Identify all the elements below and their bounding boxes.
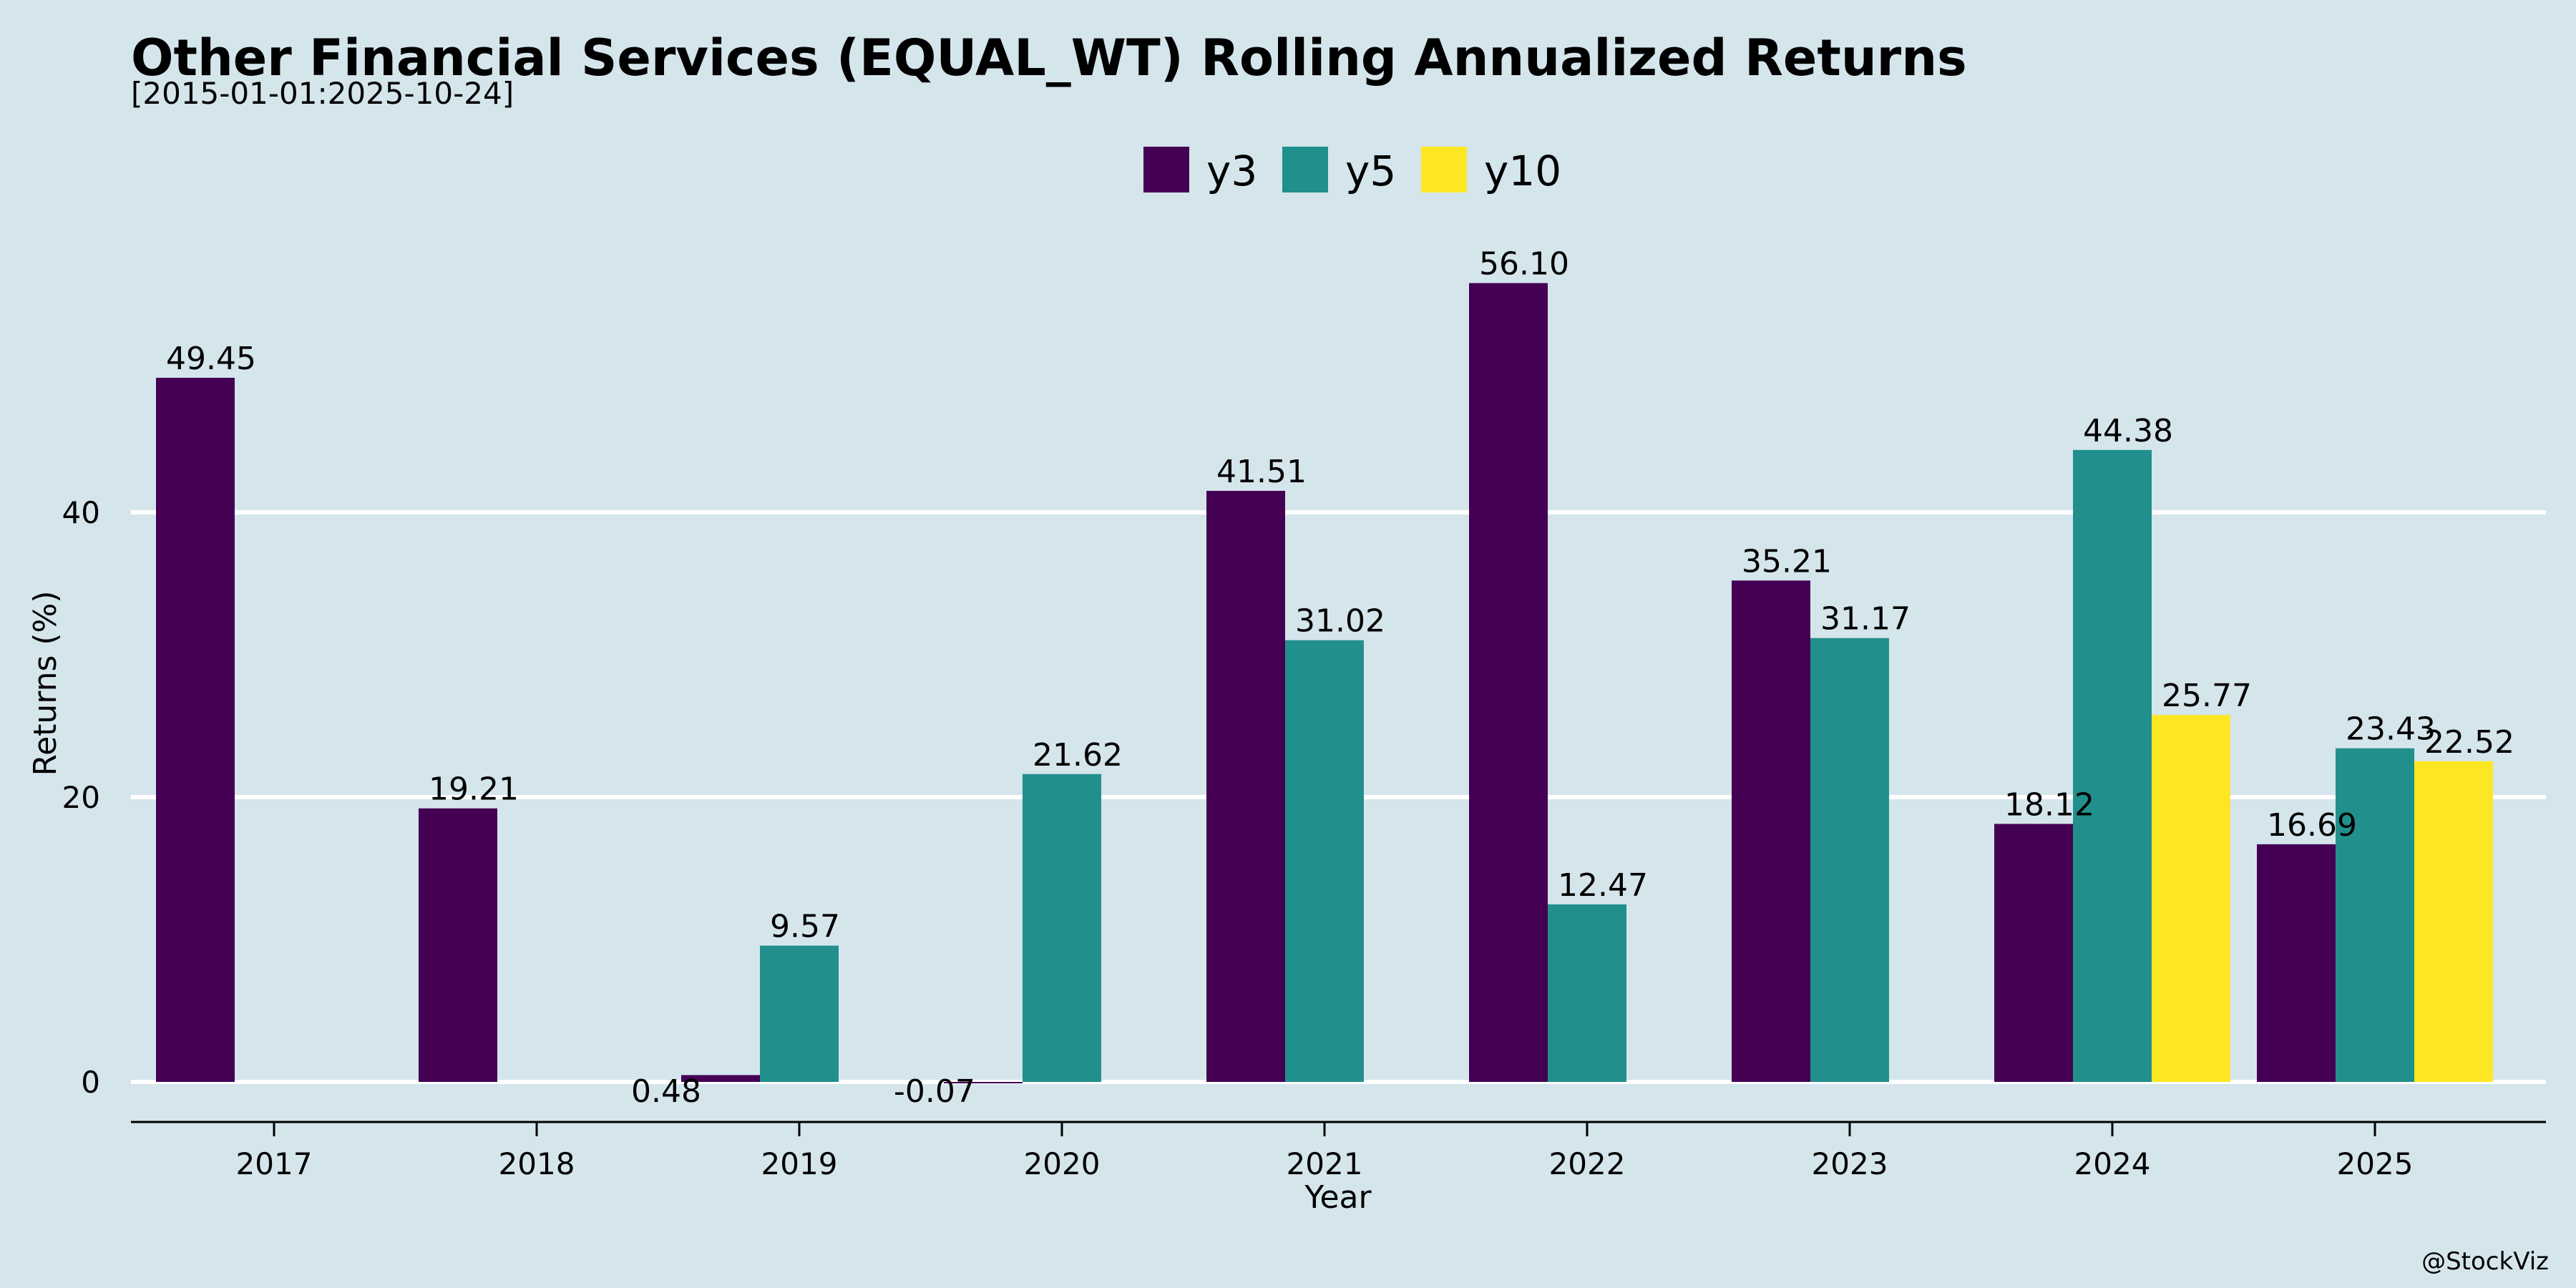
- bar-y3-2023: [1732, 580, 1810, 1082]
- bar-y5-2021: [1285, 640, 1364, 1082]
- legend-label-y5: y5: [1345, 147, 1396, 195]
- data-label-y3-2018: 19.21: [429, 771, 519, 808]
- data-label-y5-2020: 21.62: [1033, 737, 1123, 774]
- y-tick-label: 40: [62, 495, 100, 530]
- bar-y3-2021: [1206, 490, 1285, 1082]
- bar-y3-2017: [156, 377, 235, 1082]
- bar-y5-2025: [2336, 748, 2414, 1082]
- data-label-y3-2021: 41.51: [1216, 454, 1307, 490]
- bar-y3-2019: [681, 1075, 760, 1082]
- bar-y3-2025: [2257, 844, 2336, 1082]
- data-label-y10-2025: 22.52: [2424, 724, 2514, 761]
- x-axis: 2017 2018 2019 2020 2021 2022 2023 2024 2025: [131, 1121, 2546, 1181]
- y-tick-label: 0: [81, 1065, 100, 1100]
- x-tick-label: 2022: [1549, 1146, 1626, 1181]
- data-label-y3-2019: 0.48: [631, 1073, 701, 1110]
- x-tick-label: 2019: [761, 1146, 838, 1181]
- data-labels: 49.45 19.21 0.48 9.57 -0.07 21.62 41.51 31.02 56…: [166, 246, 2514, 1110]
- bar-y5-2020: [1023, 774, 1101, 1082]
- bar-y3-2024: [1994, 824, 2073, 1082]
- legend-label-y10: y10: [1484, 147, 1561, 195]
- legend-swatch-y3: [1143, 147, 1189, 192]
- x-tick-label: 2024: [2074, 1146, 2151, 1181]
- data-label-y5-2019: 9.57: [770, 909, 840, 945]
- data-label-y10-2024: 25.77: [2162, 678, 2252, 714]
- x-tick-label: 2025: [2337, 1146, 2414, 1181]
- x-axis-title: Year: [1304, 1179, 1372, 1216]
- chart-title: Other Financial Services (EQUAL_WT) Roll…: [131, 29, 1967, 87]
- data-label-y5-2023: 31.17: [1820, 601, 1911, 638]
- data-label-y3-2017: 49.45: [166, 341, 256, 377]
- data-label-y3-2020: -0.07: [894, 1073, 975, 1110]
- bar-y5-2023: [1810, 638, 1889, 1082]
- bar-y5-2024: [2073, 449, 2152, 1082]
- legend-label-y3: y3: [1206, 147, 1257, 195]
- x-tick-label: 2021: [1287, 1146, 1363, 1181]
- data-label-y5-2025: 23.43: [2346, 711, 2436, 748]
- data-label-y3-2023: 35.21: [1742, 543, 1832, 580]
- bars: [156, 283, 2493, 1083]
- bar-y5-2019: [760, 945, 839, 1082]
- x-tick-label: 2020: [1024, 1146, 1101, 1181]
- data-label-y5-2021: 31.02: [1295, 603, 1385, 640]
- y-axis-title: Returns (%): [27, 590, 64, 776]
- bar-y3-2022: [1469, 283, 1548, 1082]
- data-label-y5-2022: 12.47: [1558, 867, 1648, 904]
- bar-y5-2022: [1548, 904, 1626, 1082]
- bar-y3-2020: [944, 1082, 1023, 1083]
- legend-swatch-y10: [1421, 147, 1467, 192]
- x-tick-label: 2023: [1812, 1146, 1888, 1181]
- legend: y3 y5 y10: [1143, 147, 1561, 195]
- y-tick-label: 20: [62, 780, 100, 815]
- bar-y3-2018: [419, 808, 497, 1082]
- x-tick-label: 2018: [499, 1146, 575, 1181]
- credit-text: @StockViz: [2421, 1247, 2549, 1276]
- y-axis: 0 20 40: [62, 495, 100, 1100]
- data-label-y3-2022: 56.10: [1479, 246, 1569, 283]
- x-tick-label: 2017: [236, 1146, 313, 1181]
- legend-swatch-y5: [1282, 147, 1328, 192]
- chart-subtitle: [2015-01-01:2025-10-24]: [131, 76, 514, 111]
- data-label-y5-2024: 44.38: [2083, 413, 2173, 449]
- bar-y10-2024: [2152, 715, 2230, 1082]
- data-label-y3-2024: 18.12: [2004, 786, 2094, 823]
- bar-y10-2025: [2414, 761, 2493, 1082]
- data-label-y3-2025: 16.69: [2267, 807, 2357, 844]
